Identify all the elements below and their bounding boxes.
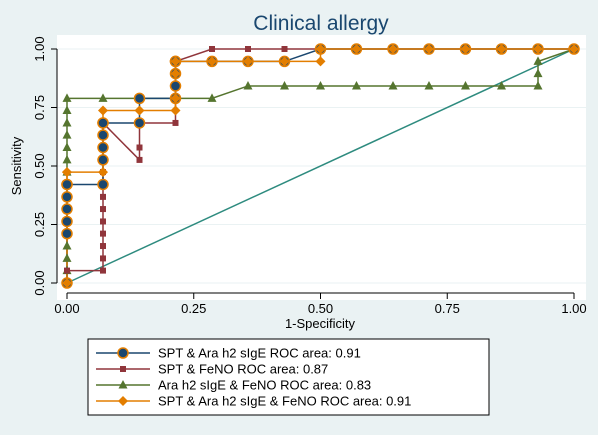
x-tick-label: 0.75 [435, 301, 460, 316]
data-point-circle [61, 215, 73, 228]
data-point-triangle [62, 253, 72, 262]
chart-title: Clinical allergy [253, 12, 389, 35]
data-point-triangle [62, 117, 72, 127]
legend-marker-triangle [118, 380, 128, 389]
data-point-diamond [170, 56, 181, 67]
data-point-circle [133, 92, 146, 105]
data-point-circle [61, 227, 73, 240]
data-point-square [99, 267, 106, 274]
data-point-diamond [170, 105, 181, 116]
reference-line-layer [66, 48, 575, 284]
data-point-circle [169, 80, 182, 92]
data-point-triangle [533, 68, 543, 78]
legend-label: SPT & Ara h2 sIgE ROC area: 0.91 [158, 346, 361, 361]
x-tick-label: 0.25 [181, 301, 206, 316]
y-tick-label: 0.25 [32, 212, 47, 237]
data-point-square [99, 206, 106, 213]
data-point-diamond [423, 44, 434, 54]
data-point-circle [61, 203, 73, 215]
data-point-triangle [62, 105, 72, 115]
data-point-diamond [97, 105, 108, 116]
legend-marker-diamond [118, 396, 128, 406]
legend-marker-square [120, 366, 126, 372]
legend-marker-circle [117, 347, 129, 359]
data-point-square [244, 46, 251, 52]
data-point-triangle [424, 80, 434, 90]
y-axis-label: Sensitivity [9, 136, 24, 195]
data-point-circle [133, 117, 146, 129]
data-point-triangle [388, 80, 398, 90]
data-point-square [64, 267, 70, 274]
x-tick-label: 0.50 [308, 301, 333, 316]
data-point-triangle [533, 80, 543, 90]
data-point-diamond [170, 68, 181, 79]
data-point-circle [97, 129, 109, 141]
data-point-circle [61, 178, 73, 191]
x-axis-label: 1-Specificity [285, 316, 356, 331]
legend-label: SPT & FeNO ROC area: 0.87 [158, 362, 328, 377]
data-point-square [99, 230, 106, 237]
data-point-diamond [315, 56, 326, 67]
data-point-diamond [62, 278, 72, 288]
data-point-triangle [496, 80, 506, 90]
data-point-circle [97, 141, 109, 154]
data-point-triangle [533, 56, 543, 65]
data-point-circle [61, 191, 73, 203]
data-point-triangle [280, 80, 290, 90]
data-point-square [172, 119, 179, 126]
data-point-circle [97, 117, 109, 129]
y-tick-label: 0.50 [32, 153, 47, 178]
data-point-diamond [134, 105, 145, 116]
data-point-circle [97, 178, 109, 191]
data-point-square [99, 255, 106, 262]
data-point-diamond [315, 44, 326, 54]
data-point-triangle [207, 93, 217, 102]
data-point-triangle [351, 80, 361, 90]
x-tick-label: 0.00 [54, 301, 79, 316]
data-point-triangle [98, 93, 108, 102]
data-point-diamond [388, 44, 399, 54]
series-layer [61, 43, 580, 289]
data-point-triangle [62, 142, 72, 152]
data-point-triangle [243, 80, 253, 90]
data-point-square [136, 156, 143, 163]
data-point-diamond [569, 44, 579, 54]
data-point-diamond [351, 44, 362, 54]
data-point-square [136, 144, 143, 151]
legend-label: SPT & Ara h2 sIgE & FeNO ROC area: 0.91 [158, 394, 411, 409]
plot-panel [57, 35, 586, 300]
data-point-diamond [97, 167, 108, 178]
y-tick-label: 1.00 [32, 36, 47, 61]
y-tick-label: 0.00 [32, 270, 47, 295]
data-point-diamond [460, 44, 471, 54]
data-point-square [281, 46, 288, 52]
legend-box [87, 338, 490, 416]
data-point-diamond [279, 56, 290, 67]
data-point-triangle [62, 241, 72, 250]
data-point-square [99, 193, 106, 200]
data-point-square [99, 243, 106, 250]
legend-label: Ara h2 sIgE & FeNO ROC area: 0.83 [158, 378, 371, 393]
data-point-triangle [316, 80, 325, 90]
data-point-diamond [207, 56, 218, 67]
data-point-triangle [461, 80, 471, 90]
data-point-triangle [62, 154, 72, 164]
axes: 0.00 0.25 0.50 0.75 1.00 0.00 0.25 0.50 0.75 1.00 [32, 36, 587, 316]
data-point-triangle [62, 93, 72, 102]
data-point-circle [97, 154, 109, 166]
data-point-triangle [62, 130, 72, 139]
data-point-diamond [533, 44, 544, 54]
data-point-square [209, 46, 216, 52]
data-point-diamond [242, 56, 253, 67]
data-point-diamond [496, 44, 507, 54]
x-tick-label: 1.00 [561, 301, 586, 316]
data-point-diamond [62, 167, 72, 178]
data-point-diamond [170, 93, 181, 104]
data-point-square [99, 218, 106, 225]
reference-line [66, 48, 575, 284]
y-tick-label: 0.75 [32, 95, 47, 120]
